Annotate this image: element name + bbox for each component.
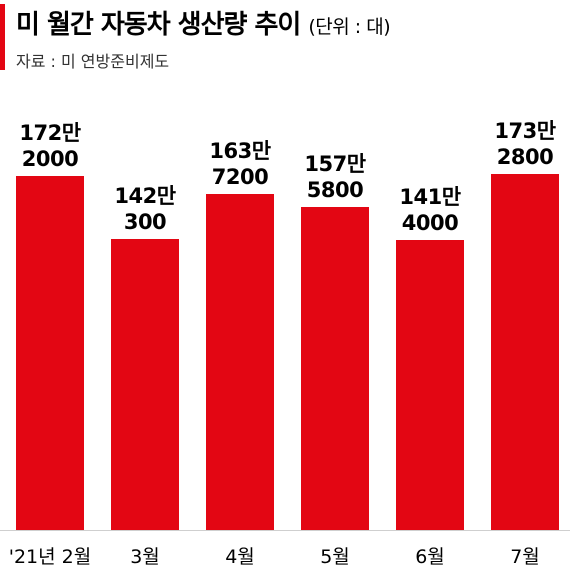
category-label: 7월: [510, 546, 540, 568]
bar: [111, 239, 179, 530]
chart-title-text: 미 월간 자동차 생산량 추이: [16, 10, 301, 40]
data-label: 5800: [307, 178, 363, 202]
data-label: 2800: [497, 145, 553, 169]
unit-label: (단위 : 대): [308, 16, 391, 38]
category-label: 5월: [320, 546, 350, 568]
data-label: 141만: [399, 185, 460, 209]
data-label: 173만: [494, 119, 555, 143]
data-label: 300: [124, 210, 166, 234]
data-label: 142만: [114, 184, 175, 208]
title-accent-bar: [0, 4, 5, 70]
bar: [491, 174, 559, 530]
chart-baseline: [0, 530, 570, 531]
bar: [16, 176, 84, 530]
bar: [301, 207, 369, 530]
data-label: 7200: [212, 165, 268, 189]
chart-title: 미 월간 자동차 생산량 추이 (단위 : 대): [16, 4, 391, 41]
data-label: 163만: [209, 139, 270, 163]
data-label: 2000: [22, 147, 78, 171]
bar: [206, 194, 274, 530]
bar: [396, 240, 464, 530]
category-label: '21년 2월: [9, 546, 92, 568]
data-label: 172만: [19, 121, 80, 145]
category-label: 4월: [225, 546, 255, 568]
data-label: 157만: [304, 152, 365, 176]
source-note: 자료 : 미 연방준비제도: [16, 52, 170, 71]
category-label: 6월: [415, 546, 445, 568]
data-label: 4000: [402, 211, 458, 235]
category-label: 3월: [130, 546, 160, 568]
